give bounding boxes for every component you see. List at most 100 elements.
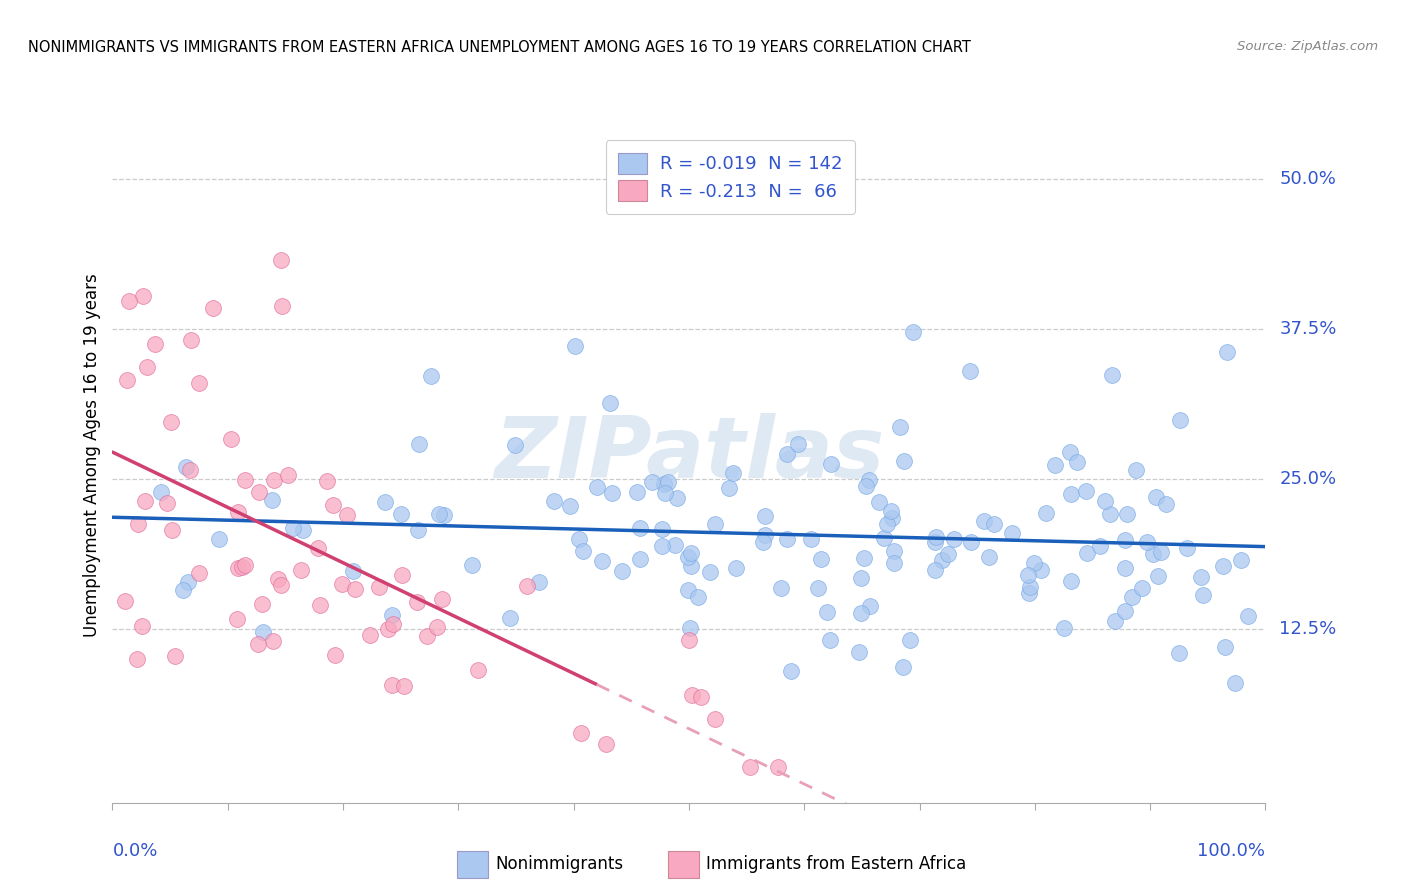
Point bbox=[179, 463, 201, 477]
Point bbox=[679, 546, 702, 560]
Point bbox=[132, 289, 155, 303]
Point bbox=[188, 566, 211, 580]
Text: ZIPatlas: ZIPatlas bbox=[494, 413, 884, 497]
Point bbox=[657, 475, 679, 490]
Point bbox=[131, 618, 153, 632]
Point bbox=[252, 624, 274, 639]
Point bbox=[461, 558, 484, 572]
Point bbox=[1114, 604, 1136, 618]
Point bbox=[977, 549, 1000, 564]
Point bbox=[872, 532, 894, 546]
Point bbox=[406, 523, 429, 537]
Point bbox=[1018, 580, 1040, 594]
Point bbox=[187, 376, 209, 391]
Point bbox=[263, 473, 285, 487]
Point bbox=[983, 516, 1005, 531]
Point bbox=[247, 485, 270, 500]
Text: 37.5%: 37.5% bbox=[1279, 320, 1337, 338]
Point bbox=[498, 610, 520, 624]
Point bbox=[569, 726, 592, 740]
Point bbox=[725, 561, 748, 575]
Point bbox=[125, 652, 148, 666]
Point bbox=[880, 504, 903, 518]
Point bbox=[807, 581, 830, 595]
Point bbox=[1237, 609, 1260, 624]
Point bbox=[848, 645, 870, 659]
Point bbox=[849, 571, 872, 585]
Point bbox=[226, 505, 249, 519]
Point bbox=[281, 521, 304, 535]
Point bbox=[174, 460, 197, 475]
Point bbox=[883, 543, 905, 558]
Point bbox=[1216, 344, 1239, 359]
Point bbox=[277, 467, 299, 482]
Point bbox=[893, 453, 915, 467]
Point bbox=[787, 436, 810, 450]
Point bbox=[433, 508, 456, 522]
Point bbox=[527, 575, 550, 590]
Point bbox=[177, 574, 200, 589]
Point bbox=[960, 534, 983, 549]
Point bbox=[427, 507, 450, 521]
Point bbox=[344, 582, 367, 597]
Point bbox=[1022, 557, 1045, 571]
Point bbox=[381, 678, 404, 692]
Point bbox=[392, 679, 415, 693]
Point bbox=[704, 516, 727, 531]
Point bbox=[599, 396, 621, 410]
Point bbox=[336, 508, 359, 522]
Point bbox=[1212, 558, 1234, 573]
Point bbox=[1066, 455, 1088, 469]
Point bbox=[315, 475, 337, 489]
Point bbox=[889, 420, 911, 434]
Point bbox=[1018, 586, 1040, 600]
Point bbox=[810, 551, 832, 566]
Point bbox=[1017, 568, 1039, 582]
Point bbox=[815, 605, 838, 619]
Legend: R = -0.019  N = 142, R = -0.213  N =  66: R = -0.019 N = 142, R = -0.213 N = 66 bbox=[606, 140, 855, 214]
Point bbox=[898, 632, 921, 647]
Point bbox=[1223, 676, 1246, 690]
Point bbox=[208, 532, 231, 546]
Text: NONIMMIGRANTS VS IMMIGRANTS FROM EASTERN AFRICA UNEMPLOYMENT AMONG AGES 16 TO 19: NONIMMIGRANTS VS IMMIGRANTS FROM EASTERN… bbox=[28, 40, 972, 55]
Point bbox=[876, 516, 898, 531]
Point bbox=[1001, 525, 1024, 540]
Point bbox=[127, 517, 149, 532]
Point bbox=[1149, 545, 1171, 559]
Point bbox=[114, 594, 136, 608]
Point bbox=[118, 293, 141, 308]
Point bbox=[416, 629, 439, 643]
Point bbox=[626, 485, 648, 500]
Point bbox=[882, 511, 904, 525]
Point bbox=[855, 478, 877, 492]
Point bbox=[936, 547, 959, 561]
Point bbox=[776, 447, 799, 461]
Point bbox=[382, 617, 405, 632]
Point bbox=[654, 485, 676, 500]
Point bbox=[322, 498, 344, 512]
Point bbox=[1098, 507, 1121, 521]
Point bbox=[564, 339, 586, 353]
Point bbox=[858, 473, 880, 487]
Point bbox=[342, 564, 364, 578]
Point bbox=[688, 590, 710, 604]
Point bbox=[699, 565, 721, 579]
Point bbox=[250, 597, 273, 611]
Point bbox=[1053, 621, 1076, 635]
Point bbox=[628, 521, 651, 535]
Point bbox=[115, 374, 138, 388]
Point bbox=[1060, 487, 1083, 501]
Point bbox=[260, 493, 283, 508]
Point bbox=[160, 524, 183, 538]
Point bbox=[1191, 588, 1213, 602]
Point bbox=[853, 551, 876, 566]
Y-axis label: Unemployment Among Ages 16 to 19 years: Unemployment Among Ages 16 to 19 years bbox=[83, 273, 101, 637]
Point bbox=[1088, 539, 1111, 553]
Point bbox=[924, 563, 946, 577]
Point bbox=[924, 534, 946, 549]
Point bbox=[516, 579, 538, 593]
Point bbox=[543, 494, 565, 508]
Point bbox=[1136, 535, 1159, 549]
Point bbox=[600, 486, 623, 500]
Point bbox=[1213, 640, 1236, 654]
